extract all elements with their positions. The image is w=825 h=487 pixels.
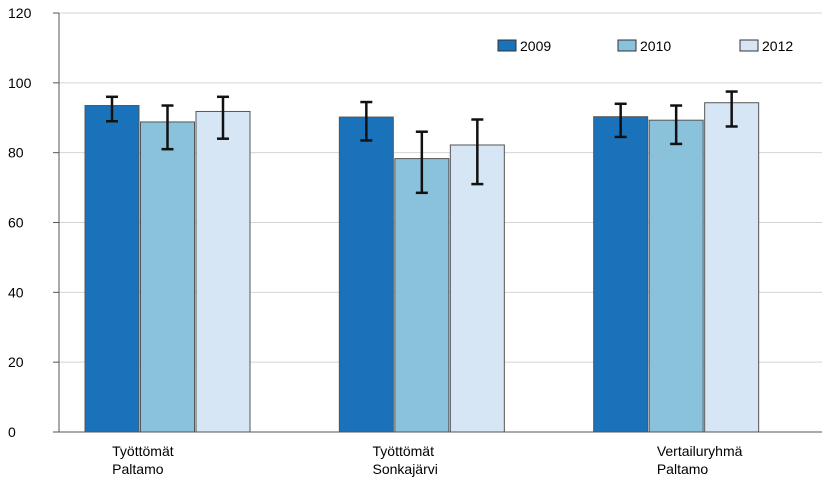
bar — [704, 102, 760, 433]
legend: 2009 2010 2012 — [497, 38, 793, 54]
bar — [449, 144, 505, 433]
y-tick-label: 0 — [8, 424, 16, 440]
x-tick-label: Vertailuryhmä Paltamo — [657, 443, 743, 477]
legend-label: 2009 — [520, 38, 551, 54]
bar — [394, 158, 450, 433]
legend-label: 2010 — [640, 38, 671, 54]
x-tick-label: Työttömät Paltamo — [112, 443, 174, 477]
y-tick-label: 120 — [8, 5, 32, 21]
legend-swatch — [617, 39, 637, 52]
y-tick-label: 80 — [8, 145, 24, 161]
bars — [84, 102, 760, 433]
y-tick-label: 20 — [8, 354, 24, 370]
bar — [648, 119, 704, 433]
bar — [84, 105, 140, 433]
bar — [195, 110, 251, 433]
y-tick-label: 100 — [8, 75, 32, 91]
bar — [338, 116, 394, 433]
y-tick-label: 40 — [8, 284, 24, 300]
bar — [593, 116, 649, 433]
legend-label: 2012 — [762, 38, 793, 54]
y-tick-label: 60 — [8, 215, 24, 231]
error-bars — [106, 90, 738, 195]
x-axis-labels: Työttömät Paltamo Työttömät Sonkajärvi Verta… — [112, 443, 742, 477]
legend-swatch — [497, 39, 517, 52]
x-tick-label: Työttömät Sonkajärvi — [373, 443, 438, 477]
legend-swatch — [739, 39, 759, 52]
bar — [140, 121, 195, 433]
